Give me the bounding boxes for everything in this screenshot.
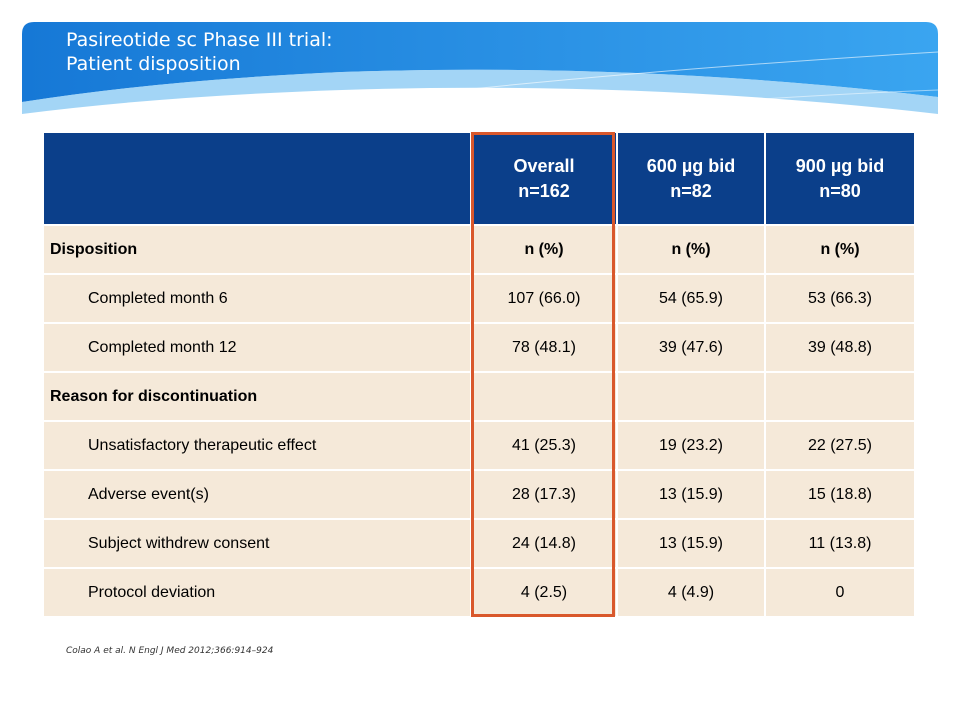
table-cell: 4 (4.9) <box>618 567 766 616</box>
table-row: Disposition n (%) n (%) n (%) <box>44 224 914 273</box>
table-cell: n (%) <box>766 224 914 273</box>
table-row: Subject withdrew consent 24 (14.8) 13 (1… <box>44 518 914 567</box>
table-cell: 28 (17.3) <box>472 469 618 518</box>
table-row: Adverse event(s) 28 (17.3) 13 (15.9) 15 … <box>44 469 914 518</box>
table-cell: 54 (65.9) <box>618 273 766 322</box>
table-cell: 19 (23.2) <box>618 420 766 469</box>
column-header-line: n=82 <box>670 180 712 201</box>
table-row: Reason for discontinuation <box>44 371 914 420</box>
title-line-1: Pasireotide sc Phase III trial: <box>66 29 333 51</box>
table-cell: n (%) <box>618 224 766 273</box>
column-header-overall: Overall n=162 <box>472 133 618 224</box>
table-cell: n (%) <box>472 224 618 273</box>
page-title: Pasireotide sc Phase III trial: Patient … <box>66 28 333 76</box>
table-header-row: Overall n=162 600 µg bid n=82 900 µg bid… <box>44 133 914 224</box>
row-label: Disposition <box>44 224 472 273</box>
column-header-line: 900 µg bid <box>795 155 885 176</box>
header-banner <box>22 22 938 142</box>
row-label: Reason for discontinuation <box>44 371 472 420</box>
table-row: Unsatisfactory therapeutic effect 41 (25… <box>44 420 914 469</box>
table-cell: 11 (13.8) <box>766 518 914 567</box>
table-cell: 15 (18.8) <box>766 469 914 518</box>
table-cell: 13 (15.9) <box>618 518 766 567</box>
row-label: Subject withdrew consent <box>44 518 472 567</box>
table-cell: 4 (2.5) <box>472 567 618 616</box>
table-cell: 0 <box>766 567 914 616</box>
row-label: Protocol deviation <box>44 567 472 616</box>
table-cell: 24 (14.8) <box>472 518 618 567</box>
column-header-label <box>44 133 472 224</box>
disposition-table: Overall n=162 600 µg bid n=82 900 µg bid… <box>44 133 914 616</box>
row-label: Unsatisfactory therapeutic effect <box>44 420 472 469</box>
table-cell <box>618 371 766 420</box>
table-cell: 22 (27.5) <box>766 420 914 469</box>
column-header-line: 600 µg bid <box>646 155 736 176</box>
table-row: Completed month 6 107 (66.0) 54 (65.9) 5… <box>44 273 914 322</box>
row-label: Completed month 6 <box>44 273 472 322</box>
table-cell: 78 (48.1) <box>472 322 618 371</box>
citation: Colao A et al. N Engl J Med 2012;366:914… <box>66 646 274 656</box>
column-header-line: n=80 <box>819 180 861 201</box>
title-line-2: Patient disposition <box>66 53 241 75</box>
table-cell: 107 (66.0) <box>472 273 618 322</box>
table-cell: 13 (15.9) <box>618 469 766 518</box>
column-header-600: 600 µg bid n=82 <box>618 133 766 224</box>
table-cell <box>472 371 618 420</box>
column-header-900: 900 µg bid n=80 <box>766 133 914 224</box>
table-cell: 39 (47.6) <box>618 322 766 371</box>
table-cell: 39 (48.8) <box>766 322 914 371</box>
row-label: Adverse event(s) <box>44 469 472 518</box>
column-header-line: n=162 <box>518 180 570 201</box>
table-cell: 41 (25.3) <box>472 420 618 469</box>
table-row: Protocol deviation 4 (2.5) 4 (4.9) 0 <box>44 567 914 616</box>
table-row: Completed month 12 78 (48.1) 39 (47.6) 3… <box>44 322 914 371</box>
table-cell <box>766 371 914 420</box>
row-label: Completed month 12 <box>44 322 472 371</box>
column-header-line: Overall <box>513 155 575 176</box>
table-cell: 53 (66.3) <box>766 273 914 322</box>
